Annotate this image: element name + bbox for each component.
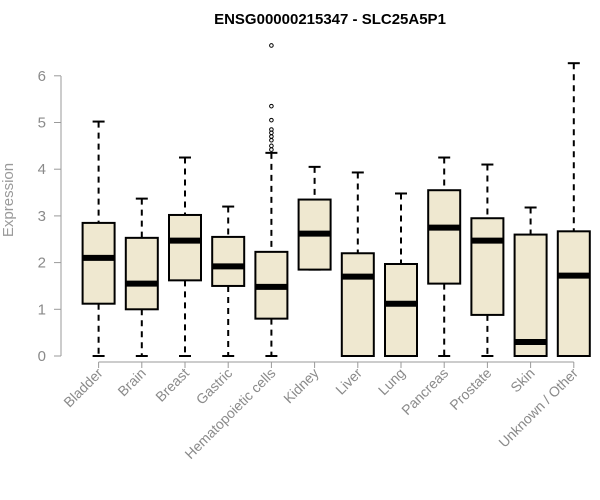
x-tick-label: Skin [507,365,538,396]
box-body [340,252,375,357]
box-liver [340,171,375,357]
y-tick-label: 5 [38,115,46,132]
x-tick-label: Lung [375,365,408,398]
chart-title: ENSG00000215347 - SLC25A5P1 [214,11,446,28]
box-brain [124,197,159,357]
box-skin [513,206,548,357]
outlier-point [269,134,274,139]
outlier-point [269,137,274,143]
y-axis-label: Expression [0,163,17,237]
x-tick-label: Bladder [60,365,106,411]
outlier-point [269,117,274,123]
box-body [556,230,591,358]
y-tick-label: 1 [38,301,46,318]
y-tick-label: 6 [38,68,46,85]
x-tick-label: Kidney [280,365,322,407]
outlier-point [269,103,274,109]
y-tick-label: 2 [38,255,46,272]
box-unknown-other [556,62,591,358]
box-body [384,263,418,358]
box-body [470,217,505,316]
y-tick-label: 0 [38,348,46,365]
x-tick-label: Prostate [446,365,494,413]
outlier-point [269,43,274,48]
box-pancreas [427,156,462,357]
x-tick-label: Brain [114,365,148,399]
box-body [427,189,462,285]
x-tick-label: Gastric [193,365,236,408]
box-lung [384,192,418,358]
outlier-point [269,127,274,132]
x-tick-label: Pancreas [398,365,451,418]
y-tick-label: 4 [38,161,46,178]
outlier-point [269,143,274,149]
box-gastric [211,205,246,357]
x-tick-label: Breast [152,365,192,405]
y-tick-label: 3 [38,208,46,225]
box-body [81,221,116,305]
x-tick-label: Unknown / Other [495,365,581,451]
box-prostate [470,163,505,357]
x-tick-label: Liver [332,365,365,398]
box-body [513,233,548,357]
outlier-point [269,147,274,152]
box-body [168,213,202,282]
box-body [124,236,159,311]
box-breast [168,156,202,357]
box-series [81,43,591,358]
box-kidney [297,165,332,271]
y-axis-ticks: 0 1 2 3 4 5 6 [38,68,61,365]
box-body [211,235,246,287]
box-bladder [81,120,116,357]
box-hematopoietic-cells [254,43,289,357]
